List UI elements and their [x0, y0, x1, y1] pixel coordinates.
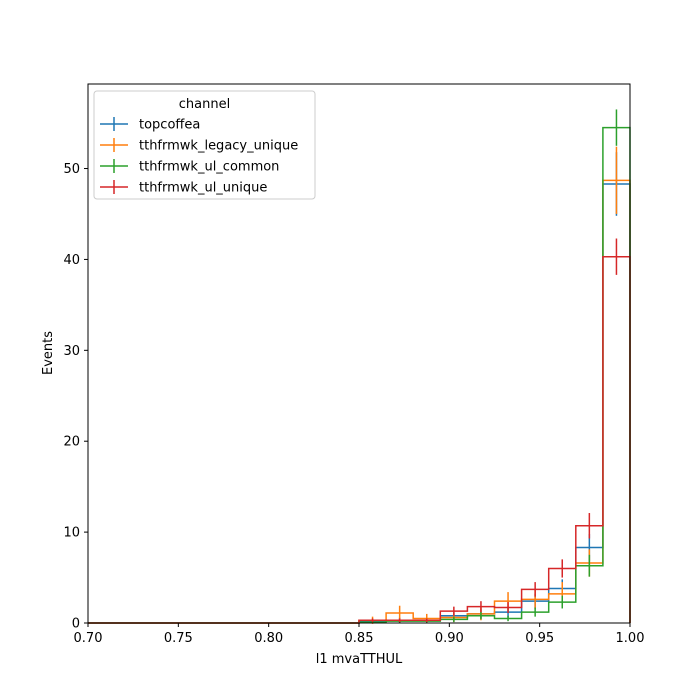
x-tick-label: 0.90: [435, 631, 464, 646]
y-tick-label: 0: [72, 617, 80, 632]
x-axis: 0.70 0.75 0.80 0.85 0.90 0.95 1.00: [74, 623, 645, 646]
legend-entry-label: topcoffea: [139, 118, 200, 133]
x-tick-label: 0.75: [164, 631, 193, 646]
y-tick-label: 30: [63, 344, 80, 359]
legend: channel topcoffea tthfrmwk_legacy_uniquet…: [93, 90, 316, 200]
y-tick-label: 10: [63, 526, 80, 541]
y-tick-label: 20: [63, 435, 80, 450]
legend-box: [93, 90, 316, 200]
x-tick-label: 1.00: [616, 631, 645, 646]
y-tick-label: 50: [63, 162, 80, 177]
y-axis-label: Events: [41, 331, 56, 375]
legend-entry-label: tthfrmwk_ul_common: [139, 160, 279, 175]
x-axis-label: l1 mvaTTHUL: [316, 652, 403, 667]
x-tick-label: 0.95: [525, 631, 554, 646]
x-tick-label: 0.85: [345, 631, 374, 646]
y-tick-label: 40: [63, 253, 80, 268]
legend-title: channel: [179, 97, 230, 112]
x-tick-label: 0.70: [74, 631, 103, 646]
y-axis: 0 10 20 30 40 50: [63, 162, 88, 632]
legend-entry-label: tthfrmwk_ul_unique: [139, 181, 267, 196]
x-tick-label: 0.80: [254, 631, 283, 646]
legend-entry-label: tthfrmwk_legacy_unique: [139, 139, 298, 154]
